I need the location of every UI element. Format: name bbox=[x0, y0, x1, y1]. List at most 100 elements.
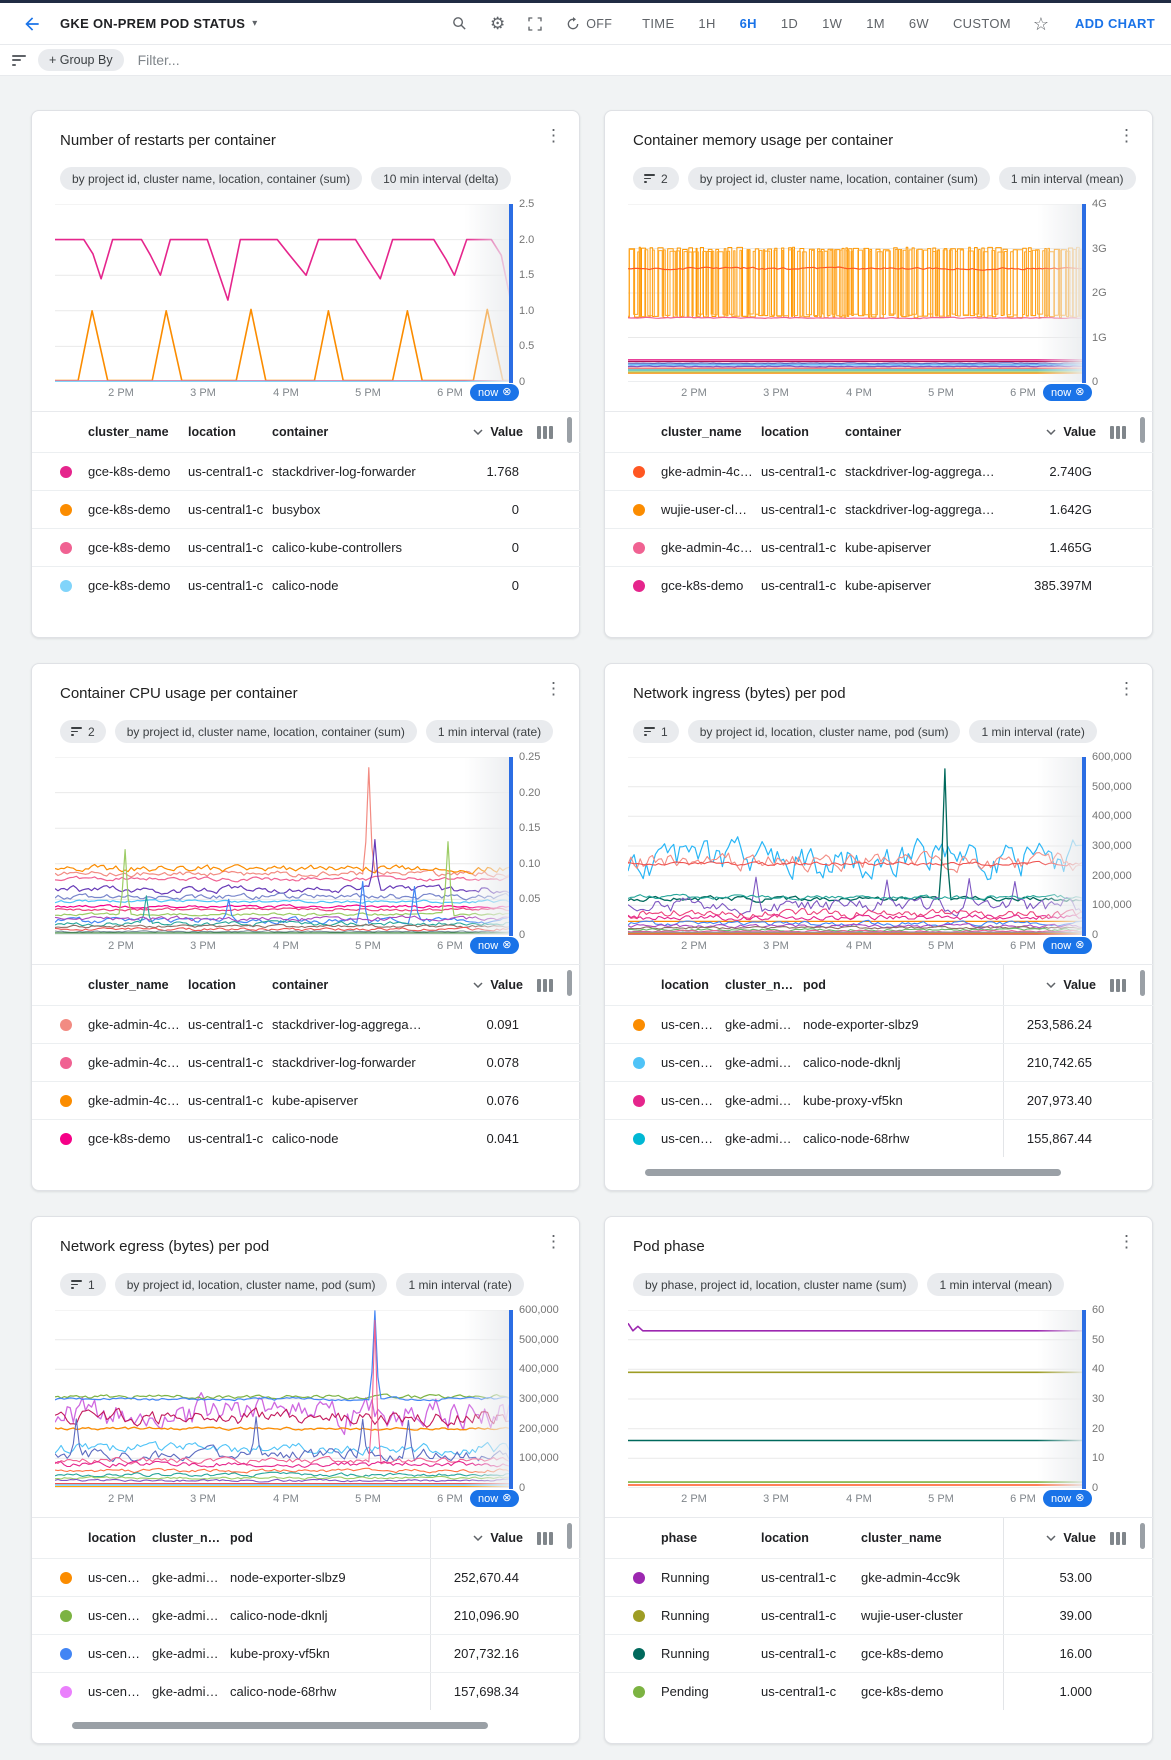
table-row[interactable]: gce-k8s-demo us-central1-c calico-kube-con… bbox=[32, 528, 581, 566]
vertical-scrollbar-thumb[interactable] bbox=[1140, 417, 1145, 443]
columns-icon[interactable] bbox=[537, 425, 553, 439]
back-button[interactable] bbox=[22, 14, 42, 34]
time-range-1h[interactable]: 1H bbox=[698, 16, 716, 31]
columns-icon[interactable] bbox=[1110, 978, 1126, 992]
aggregation-chip[interactable]: 10 min interval (delta) bbox=[371, 167, 511, 190]
now-badge[interactable]: now ⊗ bbox=[1043, 384, 1093, 401]
table-row[interactable]: Pending us-central1-c gce-k8s-demo 1.000 bbox=[605, 1672, 1154, 1710]
columns-icon[interactable] bbox=[537, 978, 553, 992]
search-icon[interactable] bbox=[451, 15, 468, 32]
aggregation-chip[interactable]: by project id, cluster name, location, c… bbox=[60, 167, 363, 190]
table-row[interactable]: gke-admin-4cc… us-central1-c kube-apiserve… bbox=[32, 1081, 581, 1119]
value-column-header[interactable]: Value bbox=[1003, 412, 1154, 452]
time-range-1d[interactable]: 1D bbox=[780, 16, 799, 31]
column-header[interactable]: phase bbox=[661, 1531, 698, 1545]
table-row[interactable]: gce-k8s-demo us-central1-c calico-node 0.04… bbox=[32, 1119, 581, 1157]
table-row[interactable]: gce-k8s-demo us-central1-c calico-node 0 bbox=[32, 566, 581, 604]
vertical-scrollbar-thumb[interactable] bbox=[567, 970, 572, 996]
time-range-1m[interactable]: 1M bbox=[866, 16, 885, 31]
columns-icon[interactable] bbox=[1110, 425, 1126, 439]
now-badge[interactable]: now ⊗ bbox=[470, 384, 520, 401]
group-by-chip[interactable]: + Group By bbox=[38, 49, 124, 71]
time-range-6w[interactable]: 6W bbox=[908, 16, 929, 31]
aggregation-chip[interactable]: 1 min interval (rate) bbox=[425, 720, 554, 743]
star-icon[interactable]: ☆ bbox=[1032, 13, 1050, 34]
chart-plot[interactable] bbox=[55, 757, 512, 935]
column-header[interactable]: cluster_na… bbox=[152, 1531, 228, 1545]
table-row[interactable]: us-cen… gke-admin… kube-proxy-vf5kn 207,973… bbox=[605, 1081, 1154, 1119]
column-header[interactable]: location bbox=[188, 425, 236, 439]
time-range-6h[interactable]: 6H bbox=[739, 16, 757, 31]
aggregation-chip[interactable]: by project id, cluster name, location, c… bbox=[114, 720, 417, 743]
column-header[interactable]: location bbox=[188, 978, 236, 992]
vertical-scrollbar-thumb[interactable] bbox=[567, 1523, 572, 1549]
filter-count-chip[interactable]: 2 bbox=[60, 720, 106, 743]
chart-plot[interactable] bbox=[628, 1310, 1085, 1488]
table-row[interactable]: gke-admin-4cc… us-central1-c stackdriver-l… bbox=[32, 1005, 581, 1043]
auto-refresh-toggle[interactable]: OFF bbox=[565, 16, 612, 32]
now-badge[interactable]: now ⊗ bbox=[470, 937, 520, 954]
time-range-time[interactable]: TIME bbox=[642, 16, 675, 31]
column-header[interactable]: pod bbox=[803, 978, 826, 992]
table-row[interactable]: us-cen… gke-admin… kube-proxy-vf5kn 207,732… bbox=[32, 1634, 581, 1672]
aggregation-chip[interactable]: 1 min interval (mean) bbox=[998, 167, 1136, 190]
table-row[interactable]: us-cen… gke-admin… node-exporter-slbz9 252,… bbox=[32, 1558, 581, 1596]
horizontal-scrollbar[interactable] bbox=[72, 1722, 488, 1729]
column-header[interactable]: location bbox=[761, 1531, 809, 1545]
chevron-down-icon[interactable]: ▾ bbox=[252, 18, 258, 29]
now-badge[interactable]: now ⊗ bbox=[470, 1490, 520, 1507]
value-column-header[interactable]: Value bbox=[430, 412, 581, 452]
time-range-1w[interactable]: 1W bbox=[822, 16, 843, 31]
aggregation-chip[interactable]: by project id, location, cluster name, p… bbox=[114, 1273, 388, 1296]
table-row[interactable]: Running us-central1-c gce-k8s-demo 16.00 bbox=[605, 1634, 1154, 1672]
horizontal-scrollbar[interactable] bbox=[645, 1169, 1061, 1176]
column-header[interactable]: cluster_name bbox=[861, 1531, 942, 1545]
now-badge[interactable]: now ⊗ bbox=[1043, 1490, 1093, 1507]
table-row[interactable]: gke-admin-4cc… us-central1-c kube-apiserve… bbox=[605, 528, 1154, 566]
add-chart-button[interactable]: ADD CHART bbox=[1075, 16, 1155, 31]
table-row[interactable]: gce-k8s-demo us-central1-c stackdriver-log… bbox=[32, 452, 581, 490]
more-options-icon[interactable]: ⋮ bbox=[1118, 679, 1135, 698]
aggregation-chip[interactable]: 1 min interval (rate) bbox=[396, 1273, 524, 1296]
table-row[interactable]: us-cen… gke-admin… calico-node-dknlj 210,09… bbox=[32, 1596, 581, 1634]
more-options-icon[interactable]: ⋮ bbox=[545, 126, 562, 145]
filter-list-icon[interactable] bbox=[12, 52, 26, 68]
fullscreen-icon[interactable] bbox=[527, 16, 543, 32]
value-column-header[interactable]: Value bbox=[1003, 1518, 1154, 1558]
table-row[interactable]: us-cen… gke-admin… calico-node-68rhw 155,86… bbox=[605, 1119, 1154, 1157]
table-row[interactable]: Running us-central1-c wujie-user-cluster 39… bbox=[605, 1596, 1154, 1634]
more-options-icon[interactable]: ⋮ bbox=[545, 1232, 562, 1251]
table-row[interactable]: us-cen… gke-admin… node-exporter-slbz9 253,… bbox=[605, 1005, 1154, 1043]
filter-input[interactable] bbox=[135, 51, 556, 69]
table-row[interactable]: us-cen… gke-admin… calico-node-dknlj 210,74… bbox=[605, 1043, 1154, 1081]
column-header[interactable]: location bbox=[88, 1531, 136, 1545]
table-row[interactable]: us-cen… gke-admin… calico-node-68rhw 157,69… bbox=[32, 1672, 581, 1710]
now-badge[interactable]: now ⊗ bbox=[1043, 937, 1093, 954]
column-header[interactable]: container bbox=[272, 425, 329, 439]
table-row[interactable]: wujie-user-clus… us-central1-c stackdriver… bbox=[605, 490, 1154, 528]
aggregation-chip[interactable]: by project id, location, cluster name, p… bbox=[687, 720, 961, 743]
chart-plot[interactable] bbox=[628, 204, 1085, 382]
column-header[interactable]: container bbox=[272, 978, 329, 992]
column-header[interactable]: cluster_na… bbox=[725, 978, 801, 992]
aggregation-chip[interactable]: by project id, cluster name, location, c… bbox=[687, 167, 990, 190]
aggregation-chip[interactable]: 1 min interval (rate) bbox=[969, 720, 1097, 743]
vertical-scrollbar-thumb[interactable] bbox=[1140, 970, 1145, 996]
columns-icon[interactable] bbox=[1110, 1531, 1126, 1545]
value-column-header[interactable]: Value bbox=[1003, 965, 1154, 1005]
table-row[interactable]: gce-k8s-demo us-central1-c kube-apiserver 3… bbox=[605, 566, 1154, 604]
chart-plot[interactable] bbox=[55, 1310, 512, 1488]
more-options-icon[interactable]: ⋮ bbox=[1118, 1232, 1135, 1251]
table-row[interactable]: gke-admin-4cc… us-central1-c stackdriver-l… bbox=[605, 452, 1154, 490]
aggregation-chip[interactable]: 1 min interval (mean) bbox=[927, 1273, 1065, 1296]
chart-plot[interactable] bbox=[628, 757, 1085, 935]
column-header[interactable]: location bbox=[761, 425, 809, 439]
column-header[interactable]: cluster_name bbox=[661, 425, 742, 439]
more-options-icon[interactable]: ⋮ bbox=[545, 679, 562, 698]
table-row[interactable]: gke-admin-4cc… us-central1-c stackdriver-l… bbox=[32, 1043, 581, 1081]
column-header[interactable]: cluster_name bbox=[88, 425, 169, 439]
more-options-icon[interactable]: ⋮ bbox=[1118, 126, 1135, 145]
columns-icon[interactable] bbox=[537, 1531, 553, 1545]
filter-count-chip[interactable]: 1 bbox=[60, 1273, 106, 1296]
vertical-scrollbar-thumb[interactable] bbox=[567, 417, 572, 443]
